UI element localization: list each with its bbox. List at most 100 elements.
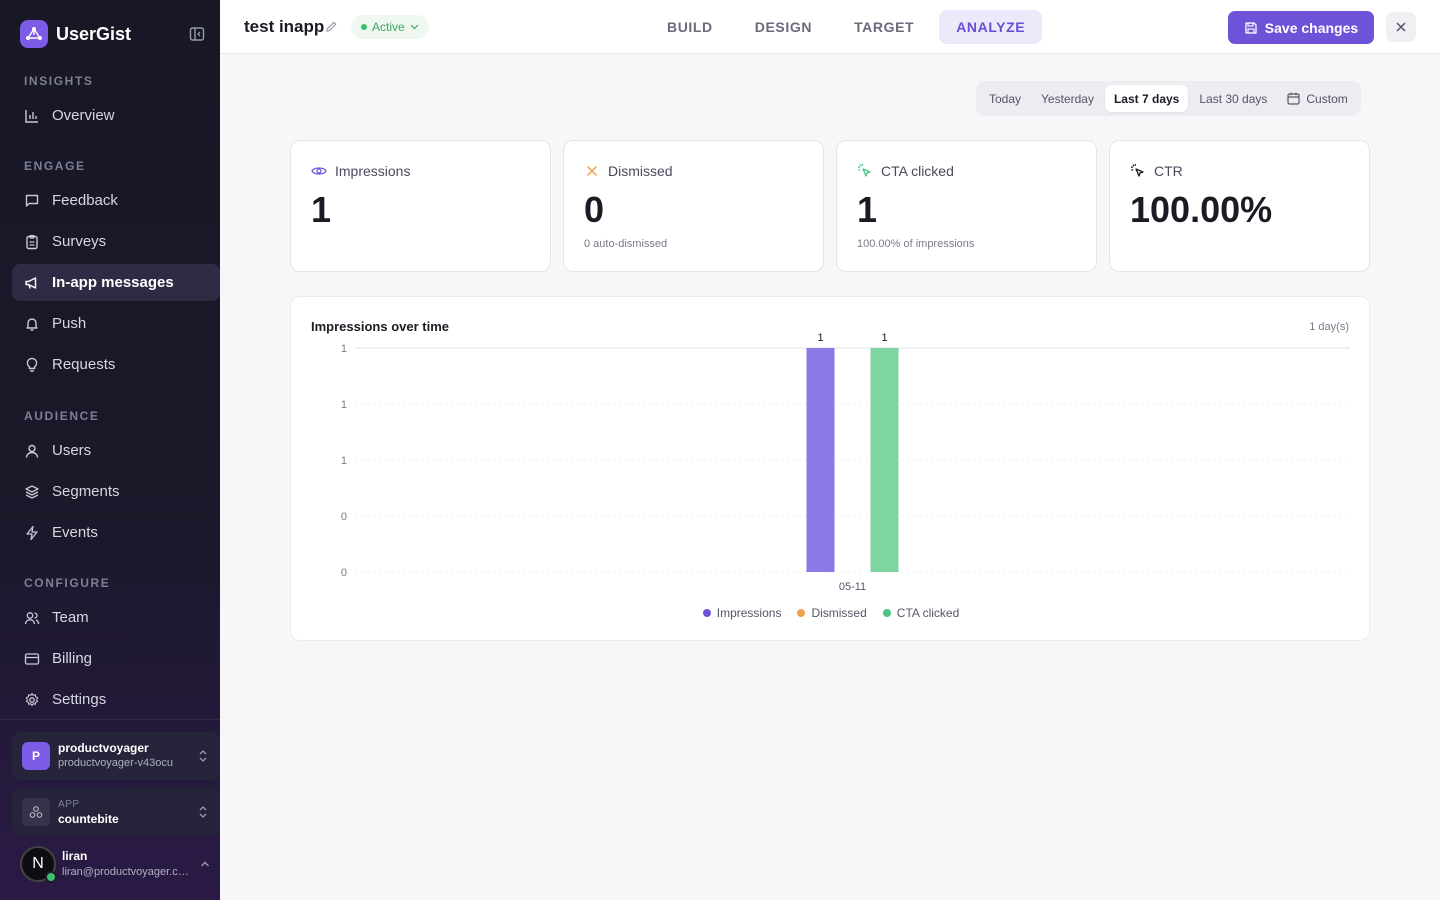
stat-card-cta-clicked: CTA clicked 1 100.00% of impressions (836, 140, 1097, 272)
legend-label: CTA clicked (896, 606, 960, 620)
org-avatar: P (22, 742, 50, 770)
chart-range-label: 1 day(s) (1309, 321, 1349, 333)
range-custom[interactable]: Custom (1278, 85, 1356, 112)
range-last-7-days[interactable]: Last 7 days (1104, 85, 1189, 112)
legend-dot (702, 609, 711, 617)
legend-item-impressions[interactable]: Impressions (702, 606, 782, 620)
legend-item-dismissed[interactable]: Dismissed (797, 606, 867, 620)
legend-item-cta-clicked[interactable]: CTA clicked (882, 606, 960, 620)
close-icon (1396, 22, 1406, 32)
collapse-sidebar-icon[interactable] (189, 26, 207, 42)
impressions-chart-card: Impressions over time 1 day(s) 1 1 1 0 0 1 1 05… (290, 296, 1370, 641)
legend-label: Impressions (716, 606, 782, 620)
org-switcher[interactable]: P productvoyager productvoyager-v43ocu (12, 732, 220, 780)
sidebar-item-label: Users (52, 442, 92, 459)
stat-value: 1 (857, 189, 878, 230)
legend-label: Dismissed (811, 606, 867, 620)
sidebar-item-label: Push (52, 315, 87, 332)
sidebar-item-in-app-messages[interactable]: In-app messages (12, 264, 220, 301)
sidebar-item-label: Surveys (52, 233, 107, 250)
range-today[interactable]: Today (989, 91, 1022, 106)
save-button-label: Save changes (1264, 19, 1359, 36)
sidebar-item-label: Billing (52, 650, 93, 667)
save-button[interactable]: Save changes (1228, 11, 1374, 44)
section-title-configure: CONFIGURE (24, 576, 111, 590)
status-badge[interactable]: Active (351, 15, 429, 39)
chart-title: Impressions over time (311, 319, 449, 334)
org-name: productvoyager (58, 741, 149, 755)
sidebar-item-push[interactable]: Push (12, 305, 220, 342)
status-dot (361, 24, 367, 30)
clipboard-icon (26, 234, 38, 249)
user-email: liran@productvoyager.co... (62, 866, 192, 878)
legend-dot (882, 609, 891, 617)
sidebar-item-settings[interactable]: Settings (12, 681, 220, 718)
stat-label: CTR (1154, 163, 1183, 179)
brand[interactable]: UserGist (20, 20, 131, 48)
tab-design[interactable]: DESIGN (754, 19, 813, 35)
user-menu[interactable]: N liran liran@productvoyager.co... (20, 844, 220, 884)
bell-icon (26, 317, 38, 331)
chevron-down-icon (410, 24, 419, 30)
stat-label: Dismissed (608, 163, 673, 179)
cursor-click-icon (1130, 163, 1144, 177)
app-name: countebite (58, 812, 119, 826)
data-label-impressions: 1 (817, 332, 823, 344)
pencil-icon[interactable] (325, 20, 338, 33)
sidebar-item-label: Feedback (52, 192, 118, 209)
sidebar-item-events[interactable]: Events (12, 514, 220, 551)
y-tick-label: 1 (341, 343, 347, 355)
tab-build[interactable]: BUILD (667, 19, 713, 35)
message-title: test inapp (244, 17, 325, 36)
section-title-engage: ENGAGE (24, 159, 86, 173)
stat-card-dismissed: Dismissed 0 0 auto-dismissed (563, 140, 824, 272)
range-yesterday[interactable]: Yesterday (1041, 91, 1094, 106)
sidebar-item-team[interactable]: Team (12, 599, 220, 636)
sidebar-item-surveys[interactable]: Surveys (12, 223, 220, 260)
tab-target[interactable]: TARGET (854, 19, 915, 35)
sidebar: UserGist INSIGHTS ENGAGE AUDIENCE CONFIG… (0, 0, 220, 900)
sidebar-item-users[interactable]: Users (12, 432, 220, 469)
sidebar-item-billing[interactable]: Billing (12, 640, 220, 677)
app-label: APP (58, 799, 80, 810)
range-last-30-days[interactable]: Last 30 days (1199, 91, 1268, 106)
chevrons-up-down-icon (199, 806, 207, 818)
app-icon (22, 798, 50, 826)
top-bar: test inapp Active BUILD DESIGN TARGET AN… (220, 0, 1440, 54)
brand-name: UserGist (56, 23, 132, 44)
impressions-chart: 1 1 1 0 0 1 1 05-11 (341, 332, 1350, 593)
chevrons-up-down-icon (199, 750, 207, 762)
y-tick-label: 0 (341, 511, 347, 523)
message-square-icon (25, 194, 39, 207)
eye-icon (311, 167, 327, 175)
sidebar-item-label: Team (52, 609, 89, 626)
stat-label: Impressions (335, 163, 411, 179)
x-icon (586, 165, 598, 177)
stat-label: CTA clicked (881, 163, 954, 179)
chevron-up-icon (201, 861, 209, 867)
lightbulb-icon (26, 357, 38, 372)
editor-tabs: BUILD DESIGN TARGET ANALYZE (650, 10, 1043, 44)
megaphone-icon (25, 276, 37, 289)
sidebar-item-overview[interactable]: Overview (12, 97, 220, 134)
app-switcher[interactable]: APP countebite (12, 788, 220, 836)
sidebar-item-feedback[interactable]: Feedback (12, 182, 220, 219)
online-status-dot (45, 871, 57, 883)
sidebar-item-label: Settings (52, 691, 107, 708)
section-title-audience: AUDIENCE (24, 409, 100, 423)
bar-chart-icon (25, 109, 38, 123)
org-slug: productvoyager-v43ocu (58, 757, 173, 769)
usergist-logo-icon (20, 20, 48, 48)
sidebar-item-segments[interactable]: Segments (12, 473, 220, 510)
legend-dot (797, 609, 806, 617)
sidebar-item-requests[interactable]: Requests (12, 346, 220, 383)
stat-value: 0 (584, 189, 605, 230)
zap-icon (26, 525, 38, 540)
close-button[interactable] (1386, 12, 1416, 42)
tab-analyze[interactable]: ANALYZE (939, 10, 1043, 44)
user-name: liran (62, 849, 88, 863)
users-icon (24, 611, 40, 624)
gear-icon (25, 692, 39, 706)
section-title-insights: INSIGHTS (24, 74, 94, 88)
save-icon (1245, 21, 1257, 34)
